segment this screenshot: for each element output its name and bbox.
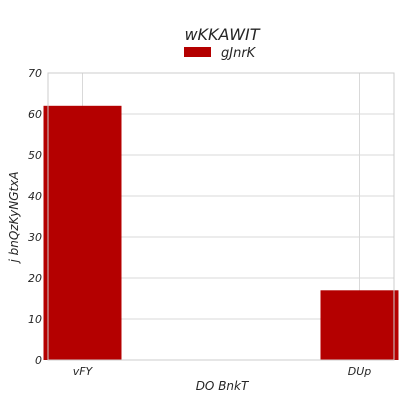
plot-frame (47, 72, 395, 361)
y-tick-label: 40 (28, 190, 42, 203)
y-axis-ticks: 0 10 20 30 40 50 60 70 (28, 67, 42, 367)
chart-title: wKKAWIT (184, 25, 260, 44)
x-axis-label: DO BnkT (196, 379, 250, 393)
legend-swatch (184, 47, 211, 57)
y-tick-label: 60 (28, 108, 42, 121)
legend-label: gJnrK (221, 46, 257, 61)
y-tick-label: 30 (28, 231, 42, 244)
x-axis-ticks: vFY DUp (73, 365, 372, 378)
x-tick-label: vFY (73, 365, 94, 378)
bars (43, 105, 399, 360)
y-tick-label: 70 (28, 67, 42, 80)
x-tick-label: DUp (348, 365, 372, 378)
y-tick-label: 20 (28, 272, 42, 285)
legend: gJnrK (184, 46, 257, 61)
y-tick-label: 10 (28, 313, 42, 326)
y-axis-label: j bnQzKyNGtxA (7, 171, 21, 264)
y-tick-label: 50 (28, 149, 42, 162)
bar-vFY (43, 105, 122, 360)
bar-DUp (320, 290, 399, 360)
y-tick-label: 0 (35, 354, 42, 367)
